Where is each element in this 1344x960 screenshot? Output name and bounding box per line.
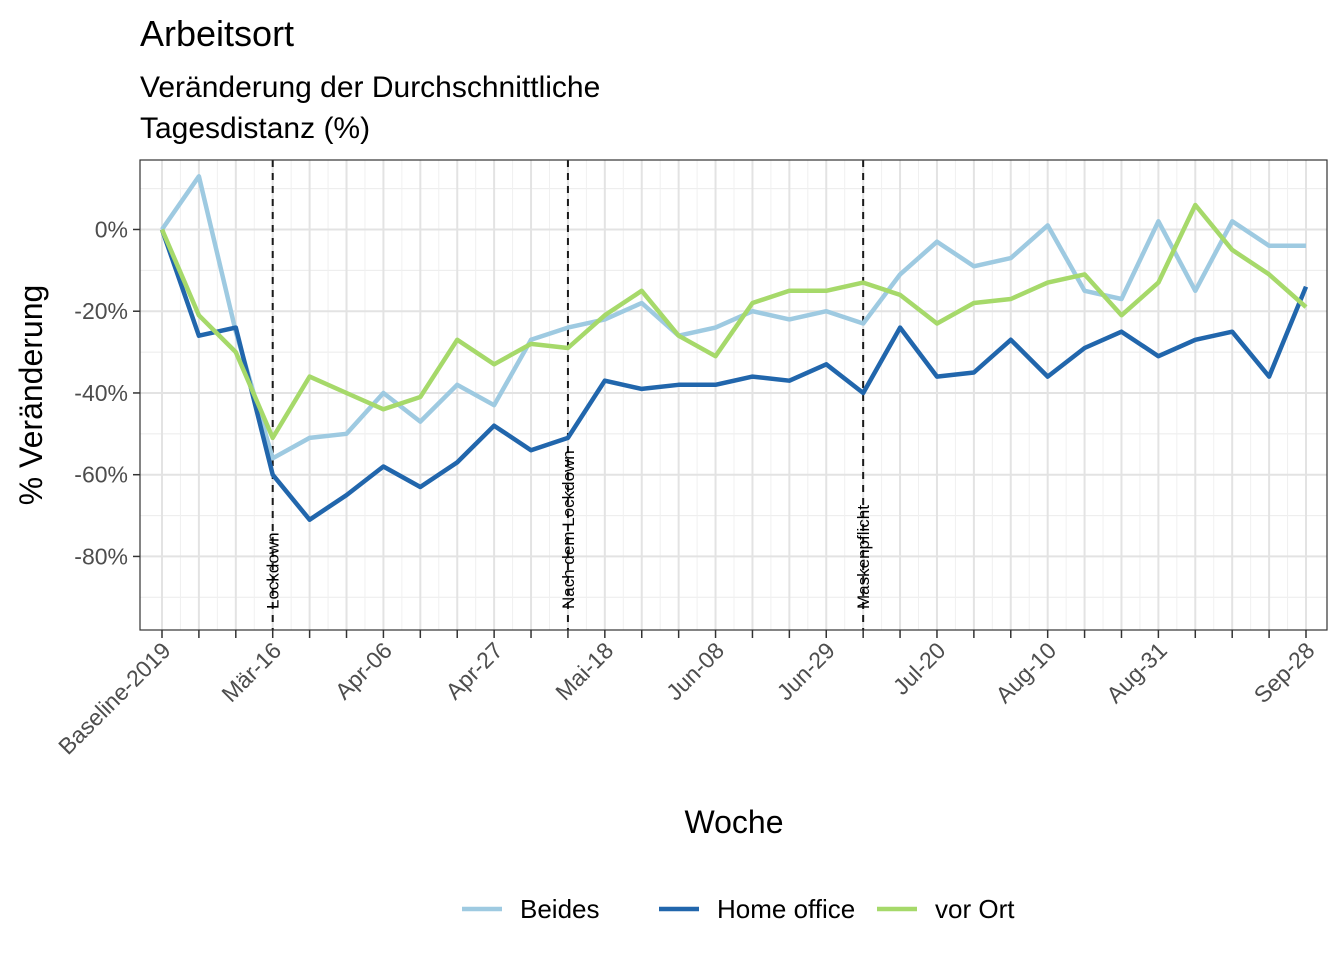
event-labels: Lockdown Nach dem Lockdown Maskenpflicht bbox=[264, 450, 873, 609]
series-line-vor-ort bbox=[159, 202, 1308, 441]
x-tick-label: Jul-20 bbox=[888, 637, 951, 700]
x-tick-label: Apr-27 bbox=[440, 637, 507, 704]
series-lines bbox=[159, 174, 1309, 522]
series-line-beides bbox=[160, 174, 1306, 461]
event-label: Lockdown bbox=[264, 532, 283, 609]
x-tick-label: Aug-10 bbox=[990, 637, 1061, 708]
y-axis-title: % Veränderung bbox=[13, 285, 49, 506]
x-tick-label: Jun-08 bbox=[661, 637, 729, 705]
event-label: Nach dem Lockdown bbox=[559, 450, 578, 609]
chart-subtitle-line-1: Veränderung der Durchschnittliche bbox=[140, 71, 600, 104]
plot-panel-border bbox=[139, 159, 1328, 631]
x-tick-label: Baseline-2019 bbox=[53, 637, 175, 759]
event-label: Maskenpflicht bbox=[854, 505, 873, 609]
x-tick-label: Mär-16 bbox=[216, 637, 286, 707]
x-axis: Baseline-2019 Mär-16 Apr-06 Apr-27 Mai-18 Jun… bbox=[53, 630, 1320, 760]
y-tick-label: -20% bbox=[74, 298, 128, 324]
x-tick-label: Aug-31 bbox=[1101, 637, 1172, 708]
chart-title: Arbeitsort bbox=[140, 13, 294, 54]
legend-label: vor Ort bbox=[935, 894, 1015, 924]
series-line-home-office bbox=[159, 228, 1309, 522]
minor-grid bbox=[140, 160, 1327, 630]
legend-label: Beides bbox=[520, 894, 600, 924]
y-tick-label: 0% bbox=[95, 216, 128, 242]
x-axis-title: Woche bbox=[684, 804, 783, 840]
legend: Beides Home office vor Ort bbox=[462, 894, 1015, 924]
y-tick-label: -80% bbox=[74, 543, 128, 569]
x-tick-label: Jun-29 bbox=[772, 637, 840, 705]
x-tick-label: Mai-18 bbox=[550, 637, 618, 705]
x-tick-label: Sep-28 bbox=[1249, 637, 1320, 708]
y-tick-label: -40% bbox=[74, 380, 128, 406]
y-tick-label: -60% bbox=[74, 462, 128, 488]
legend-label: Home office bbox=[717, 894, 855, 924]
y-axis: 0% -20% -40% -60% -80% bbox=[74, 216, 140, 569]
x-tick-label: Apr-06 bbox=[330, 637, 397, 704]
chart-subtitle-line-2: Tagesdistanz (%) bbox=[140, 112, 370, 145]
